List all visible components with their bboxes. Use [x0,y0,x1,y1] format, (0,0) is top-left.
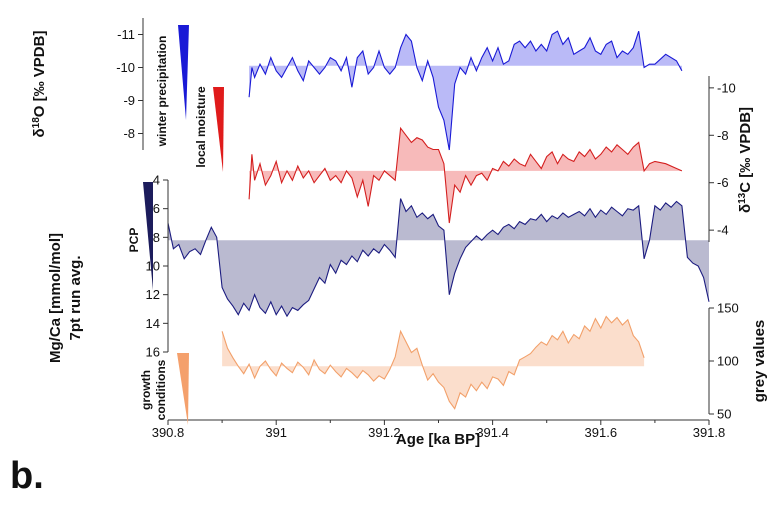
d18o-ticks: -11 -10 -9 -8 [116,27,143,141]
d13c-axis-label: δ13C [‰ VPDB] [737,107,755,213]
x-tick-label: 391.6 [585,425,618,440]
d13c-ticks: -10 -8 -6 -4 [709,80,736,238]
mgca-tick-label: 14 [146,316,160,331]
grey-axis-label: grey values [751,320,768,403]
grey-line [221,315,645,410]
growth-conditions-wedge [177,353,189,425]
d13C-tick-label: -8 [717,128,729,143]
local-moisture-wedge [213,87,224,172]
grey-tick-label: 150 [717,301,739,316]
panel-letter: b. [10,455,44,497]
d18O-shaded-area [249,31,682,151]
winter-precipitation-label: winter precipitation [155,36,169,148]
mgca-axis-label-line1: Mg/Ca [mmol/mol] [47,233,64,363]
pcp-label: PCP [127,228,141,253]
x-tick-label: 391.4 [476,425,509,440]
grey-tick-label: 100 [717,354,739,369]
x-ticks: 390.8 391 391.2 391.4 391.6 391.8 [152,420,726,440]
d18O-tick-label: -8 [123,126,135,141]
mgca-tick-label: 12 [146,287,160,302]
d18O-tick-label: -10 [116,60,135,75]
pcp-wedge [143,182,153,290]
x-axis-label: Age [ka BP] [396,431,480,448]
d13C-tick-label: -4 [717,223,729,238]
d18O-line [248,30,683,151]
grey-ticks: 50 100 150 [709,301,739,422]
d18O-tick-label: -11 [117,27,135,42]
d18o-series [248,30,683,151]
mgca-tick-label: 6 [153,201,160,216]
mgca-tick-label: 16 [146,345,160,360]
winter-precipitation-wedge [178,25,189,120]
x-tick-label: 391.2 [368,425,401,440]
grey-tick-label: 50 [717,407,731,422]
x-tick-label: 391.8 [693,425,726,440]
mgca-tick-label: 8 [153,230,160,245]
mgca-shaded-area [168,198,709,317]
d13C-tick-label: -10 [717,80,736,95]
d13c-series [248,126,683,224]
mgca-axis-label-line2: 7pt run avg. [67,255,84,340]
mgca-series [167,198,710,318]
d13C-line [248,126,683,224]
local-moisture-label: local moisture [194,86,208,168]
d18o-axis-label: δ18O [‰ VPDB] [31,31,49,138]
grey-shaded-area [222,316,645,409]
grey-values-series [221,315,645,410]
d13C-tick-label: -6 [717,175,729,190]
growth-conditions-label-2: conditions [154,359,168,420]
d18O-tick-label: -9 [123,93,135,108]
x-tick-label: 390.8 [152,425,185,440]
x-tick-label: 391 [265,425,287,440]
mgca-line [167,198,710,318]
mgca-tick-label: 4 [153,173,160,188]
growth-conditions-label-1: growth [139,370,153,410]
